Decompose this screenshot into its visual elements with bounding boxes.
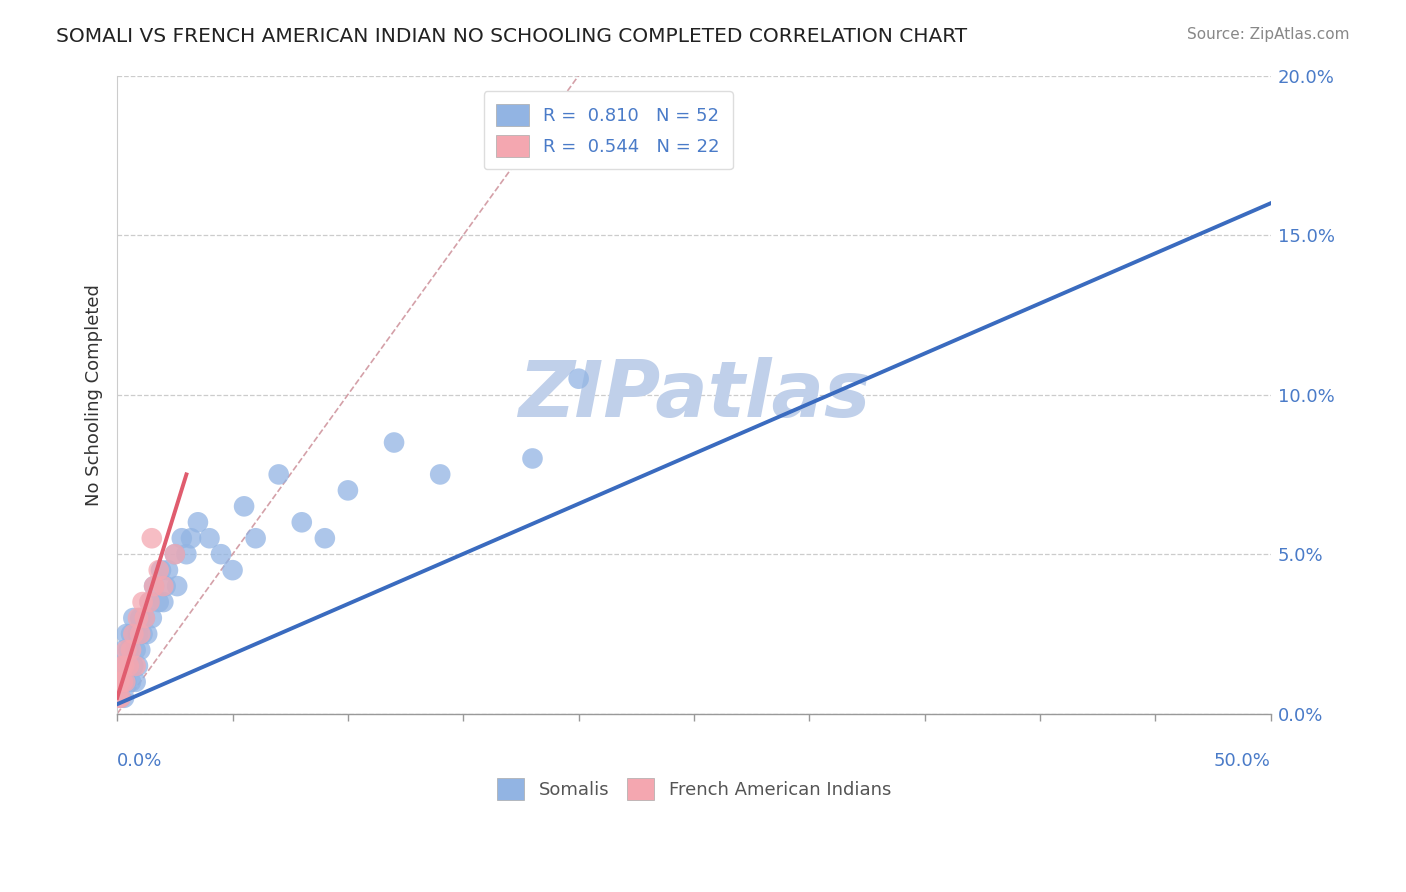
Point xyxy=(163,547,186,561)
Point xyxy=(122,659,145,673)
Point xyxy=(115,627,138,641)
Text: 50.0%: 50.0% xyxy=(1213,752,1271,770)
Point xyxy=(134,611,156,625)
Point xyxy=(114,674,136,689)
Point xyxy=(118,659,141,673)
Point xyxy=(291,516,314,530)
Point xyxy=(127,611,149,625)
Point xyxy=(568,148,591,162)
Point xyxy=(170,531,193,545)
Point xyxy=(336,483,359,498)
Point xyxy=(129,611,152,625)
Point xyxy=(118,659,141,673)
Point xyxy=(143,579,166,593)
Point xyxy=(150,563,173,577)
Point xyxy=(124,674,146,689)
Point xyxy=(143,579,166,593)
Point xyxy=(111,659,134,673)
Point xyxy=(148,563,170,577)
Point xyxy=(111,674,134,689)
Text: 0.0%: 0.0% xyxy=(117,752,163,770)
Point xyxy=(429,467,451,482)
Text: ZIPatlas: ZIPatlas xyxy=(517,357,870,433)
Point xyxy=(112,690,135,705)
Point xyxy=(198,531,221,545)
Point xyxy=(148,595,170,609)
Point xyxy=(382,435,405,450)
Point xyxy=(114,659,136,673)
Point xyxy=(124,659,146,673)
Point xyxy=(120,643,142,657)
Point xyxy=(129,627,152,641)
Point xyxy=(134,611,156,625)
Point xyxy=(118,643,141,657)
Point xyxy=(166,579,188,593)
Point xyxy=(127,627,149,641)
Y-axis label: No Schooling Completed: No Schooling Completed xyxy=(86,284,103,506)
Point xyxy=(120,627,142,641)
Point xyxy=(233,500,256,514)
Point xyxy=(115,674,138,689)
Point xyxy=(522,451,544,466)
Point xyxy=(111,674,134,689)
Point xyxy=(138,595,160,609)
Legend: Somalis, French American Indians: Somalis, French American Indians xyxy=(486,767,901,811)
Point xyxy=(107,690,129,705)
Point xyxy=(141,531,163,545)
Point xyxy=(131,595,153,609)
Point xyxy=(138,595,160,609)
Point xyxy=(156,563,179,577)
Point xyxy=(131,627,153,641)
Text: Source: ZipAtlas.com: Source: ZipAtlas.com xyxy=(1187,27,1350,42)
Point xyxy=(115,643,138,657)
Point xyxy=(108,674,131,689)
Point xyxy=(176,547,198,561)
Point xyxy=(314,531,336,545)
Point xyxy=(108,674,131,689)
Point xyxy=(112,659,135,673)
Point xyxy=(127,659,149,673)
Point xyxy=(136,627,159,641)
Point xyxy=(110,690,132,705)
Point xyxy=(155,579,177,593)
Point xyxy=(209,547,232,561)
Point xyxy=(163,547,186,561)
Point xyxy=(152,579,174,593)
Point xyxy=(110,690,132,705)
Point xyxy=(120,674,142,689)
Point xyxy=(122,611,145,625)
Point xyxy=(221,563,243,577)
Point xyxy=(245,531,267,545)
Point xyxy=(568,372,591,386)
Point xyxy=(180,531,202,545)
Point xyxy=(111,659,134,673)
Point xyxy=(152,595,174,609)
Point xyxy=(187,516,209,530)
Point xyxy=(112,643,135,657)
Point xyxy=(129,643,152,657)
Text: SOMALI VS FRENCH AMERICAN INDIAN NO SCHOOLING COMPLETED CORRELATION CHART: SOMALI VS FRENCH AMERICAN INDIAN NO SCHO… xyxy=(56,27,967,45)
Point xyxy=(267,467,290,482)
Point xyxy=(122,627,145,641)
Point xyxy=(141,611,163,625)
Point xyxy=(124,643,146,657)
